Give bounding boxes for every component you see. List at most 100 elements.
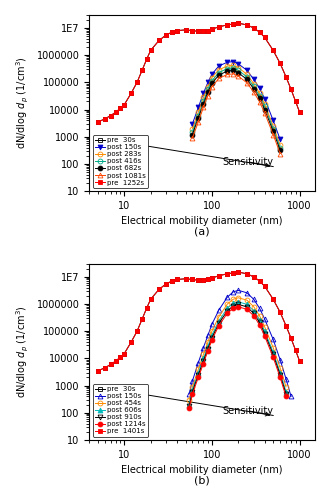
post 1081s — [245, 80, 249, 86]
post 454s — [190, 384, 194, 390]
Text: (b): (b) — [194, 475, 210, 485]
pre  30s — [289, 86, 293, 92]
pre  1401s — [294, 347, 298, 353]
pre  1401s — [245, 271, 249, 277]
pre  30s — [252, 25, 256, 31]
post 606s — [278, 370, 282, 376]
Line: pre  1252s: pre 1252s — [95, 21, 302, 124]
pre  30s — [157, 38, 161, 44]
post 1214s — [236, 304, 240, 310]
pre  30s — [294, 347, 298, 353]
post 910s — [187, 403, 191, 409]
Line: post 150s: post 150s — [190, 59, 282, 142]
post 682s — [225, 68, 229, 74]
post 283s — [196, 109, 200, 115]
post 416s — [206, 86, 210, 92]
pre  30s — [245, 22, 249, 28]
Text: Sensitivity: Sensitivity — [222, 406, 273, 416]
pre  1252s — [109, 112, 113, 118]
post 150s — [225, 294, 229, 300]
post 454s — [206, 339, 210, 345]
pre  30s — [210, 275, 214, 281]
pre  30s — [263, 34, 267, 40]
Line: post 416s: post 416s — [190, 66, 282, 150]
post 1214s — [217, 322, 221, 328]
post 454s — [258, 313, 262, 319]
post 1214s — [271, 354, 275, 360]
post 910s — [225, 308, 229, 314]
post 150s — [231, 289, 235, 295]
post 454s — [284, 384, 288, 390]
pre  30s — [206, 276, 210, 282]
post 150s — [206, 332, 210, 338]
pre  1252s — [217, 24, 221, 30]
pre  30s — [278, 60, 282, 66]
pre  30s — [190, 28, 194, 34]
pre  1252s — [157, 38, 161, 44]
post 682s — [196, 114, 200, 120]
pre  30s — [114, 358, 118, 364]
post 454s — [271, 344, 275, 350]
post 150s — [206, 80, 210, 86]
post 1214s — [190, 391, 194, 397]
post 606s — [201, 356, 205, 362]
pre  1401s — [289, 336, 293, 342]
pre  30s — [231, 270, 235, 276]
post 682s — [201, 101, 205, 107]
post 150s — [263, 316, 267, 322]
Line: post 682s: post 682s — [190, 68, 282, 152]
post 150s — [245, 290, 249, 296]
post 910s — [278, 372, 282, 378]
pre  1252s — [164, 32, 168, 38]
pre  30s — [294, 98, 298, 104]
pre  30s — [201, 278, 205, 283]
post 1081s — [225, 72, 229, 78]
post 150s — [278, 356, 282, 362]
post 606s — [236, 299, 240, 305]
pre  30s — [225, 271, 229, 277]
post 283s — [236, 64, 240, 70]
post 1214s — [187, 405, 191, 411]
pre  30s — [164, 281, 168, 287]
post 283s — [258, 90, 262, 96]
post 1081s — [206, 93, 210, 99]
post 1081s — [201, 104, 205, 110]
post 454s — [231, 296, 235, 302]
post 416s — [263, 104, 267, 110]
pre  1252s — [175, 28, 179, 34]
pre  1401s — [252, 274, 256, 280]
post 910s — [245, 304, 249, 310]
pre  1252s — [258, 29, 262, 35]
post 416s — [201, 98, 205, 104]
pre  30s — [145, 306, 148, 312]
pre  30s — [96, 119, 100, 125]
post 682s — [258, 96, 262, 102]
post 606s — [271, 349, 275, 355]
pre  1252s — [236, 20, 240, 26]
Y-axis label: dN/dlog $d_p$ (1/cm$^3$): dN/dlog $d_p$ (1/cm$^3$) — [15, 306, 31, 398]
post 454s — [225, 301, 229, 307]
post 150s — [187, 391, 191, 397]
post 454s — [187, 397, 191, 403]
pre  30s — [289, 336, 293, 342]
post 1214s — [225, 310, 229, 316]
post 910s — [206, 346, 210, 352]
post 150s — [271, 336, 275, 342]
post 416s — [231, 65, 235, 71]
post 454s — [236, 295, 240, 301]
pre  30s — [140, 67, 144, 73]
post 606s — [258, 317, 262, 323]
post 1214s — [258, 322, 262, 328]
pre  1252s — [129, 90, 133, 96]
post 416s — [225, 66, 229, 71]
post 682s — [252, 86, 256, 92]
pre  1252s — [114, 109, 118, 115]
post 416s — [271, 126, 275, 132]
pre  30s — [206, 28, 210, 34]
post 416s — [278, 144, 282, 150]
pre  30s — [236, 269, 240, 275]
pre  30s — [231, 21, 235, 27]
pre  1252s — [284, 74, 288, 80]
pre  30s — [258, 278, 262, 284]
pre  1252s — [135, 80, 139, 86]
